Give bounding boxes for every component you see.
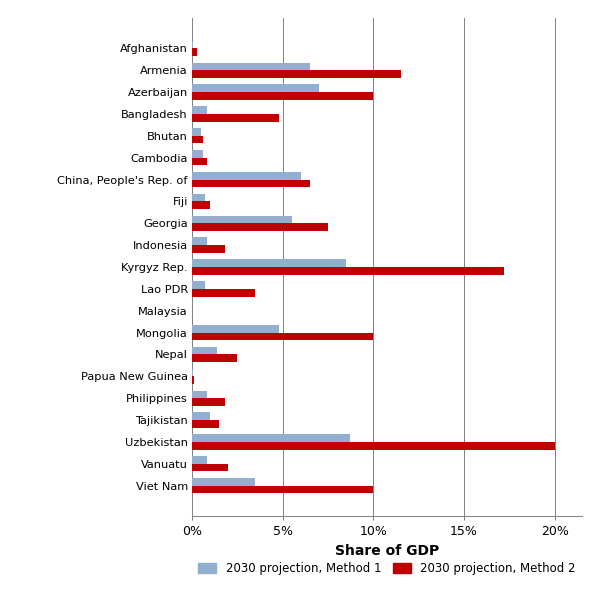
Bar (192, 202, 210, 209)
Bar (192, 48, 197, 56)
Bar (192, 223, 328, 231)
Bar (192, 238, 206, 245)
Bar (192, 85, 319, 92)
Bar (192, 347, 217, 355)
Bar (192, 376, 194, 384)
Legend: 2030 projection, Method 1, 2030 projection, Method 2: 2030 projection, Method 1, 2030 projecti… (194, 557, 580, 580)
Bar (192, 456, 206, 464)
Bar (192, 398, 224, 406)
Bar (192, 355, 238, 362)
Bar (192, 412, 210, 420)
Bar (192, 325, 279, 332)
Bar (192, 215, 292, 223)
Bar (192, 114, 279, 122)
Bar (192, 194, 205, 202)
Bar (192, 442, 555, 449)
Bar (192, 245, 224, 253)
Bar (192, 106, 206, 114)
X-axis label: Share of GDP: Share of GDP (335, 544, 439, 557)
Bar (192, 464, 228, 472)
Bar (192, 150, 203, 158)
Bar (192, 391, 206, 398)
Bar (192, 289, 256, 296)
Bar (192, 158, 206, 166)
Bar (192, 332, 373, 340)
Bar (192, 179, 310, 187)
Bar (192, 136, 203, 143)
Bar (192, 92, 373, 100)
Bar (192, 62, 310, 70)
Bar (192, 368, 193, 376)
Bar (192, 434, 350, 442)
Bar (192, 267, 504, 275)
Bar (192, 259, 346, 267)
Bar (192, 420, 219, 428)
Bar (192, 128, 201, 136)
Bar (192, 281, 205, 289)
Bar (192, 172, 301, 179)
Bar (192, 486, 373, 493)
Bar (192, 478, 256, 486)
Bar (192, 70, 401, 78)
Bar (192, 41, 193, 48)
